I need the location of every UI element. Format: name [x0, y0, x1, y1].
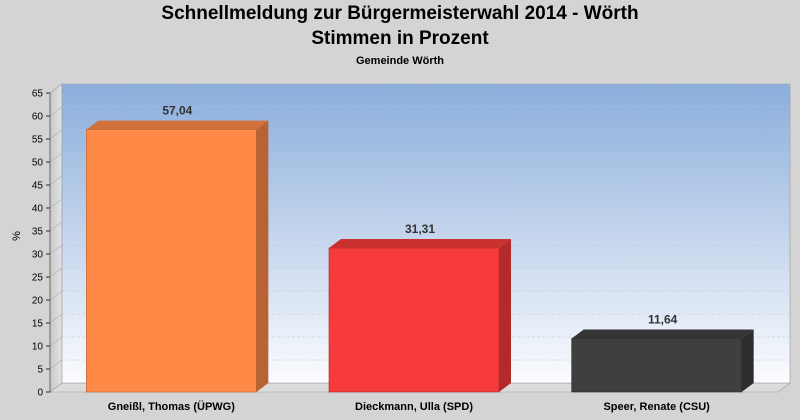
- gridline-side: [49, 359, 63, 370]
- gridline-side: [49, 129, 63, 140]
- y-tick-label: 10: [32, 342, 44, 353]
- bar-side: [256, 120, 269, 392]
- x-tick-label: Speer, Renate (CSU): [603, 401, 710, 413]
- data-label: 31,31: [405, 222, 435, 236]
- gridline-side: [49, 313, 63, 324]
- data-label: 11,64: [648, 312, 678, 326]
- y-tick-label: 0: [37, 388, 43, 399]
- y-tick-label: 20: [32, 296, 44, 307]
- y-axis-label: %: [11, 231, 23, 241]
- bar-top: [86, 120, 269, 130]
- y-tick-label: 15: [32, 319, 44, 330]
- bar: [86, 129, 257, 393]
- bar-top: [329, 238, 511, 248]
- y-tick-label: 45: [32, 181, 44, 192]
- gridline-side: [49, 106, 63, 117]
- gridline-side: [49, 336, 63, 347]
- bar-top: [571, 329, 754, 339]
- gridline-side: [49, 83, 63, 94]
- data-label: 57,04: [162, 104, 192, 118]
- y-tick-label: 65: [32, 89, 44, 100]
- x-tick-label: Gneißl, Thomas (ÜPWG): [108, 400, 235, 413]
- bar: [571, 338, 742, 393]
- plot-side-wall: [49, 83, 63, 393]
- chart-subtitle: Stimmen in Prozent: [311, 28, 489, 49]
- bar-side: [499, 238, 511, 392]
- gridline-side: [49, 290, 63, 301]
- y-tick-label: 55: [32, 135, 44, 146]
- y-tick-label: 5: [37, 365, 43, 376]
- y-tick-label: 50: [32, 158, 44, 169]
- gridline-side: [49, 244, 63, 255]
- bar-side: [741, 329, 754, 392]
- chart-title: Schnellmeldung zur Bürgermeisterwahl 201…: [161, 3, 639, 24]
- y-tick-label: 40: [32, 204, 44, 215]
- gridline-side: [49, 198, 63, 209]
- bar: [328, 247, 500, 393]
- gridline-side: [49, 221, 63, 232]
- chart-caption: Gemeinde Wörth: [355, 55, 444, 67]
- y-tick-label: 60: [32, 112, 44, 123]
- y-tick-label: 30: [32, 250, 44, 261]
- y-tick-label: 25: [32, 273, 44, 284]
- y-tick-label: 35: [32, 227, 44, 238]
- gridline-side: [49, 152, 63, 163]
- gridline-side: [49, 267, 63, 278]
- gridline-side: [49, 175, 63, 186]
- x-tick-label: Dieckmann, Ulla (SPD): [355, 401, 473, 413]
